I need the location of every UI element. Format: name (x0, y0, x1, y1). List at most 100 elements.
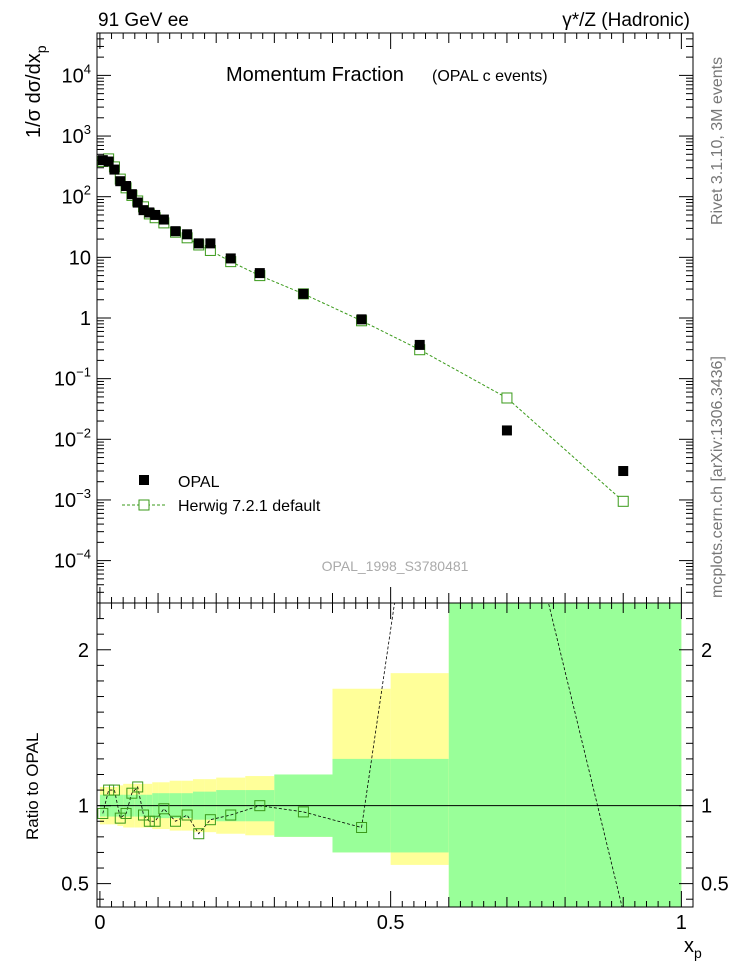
herwig-point (501, 392, 513, 404)
ratio-point (149, 815, 161, 827)
ratio-ytick-label-right: 0.5 (701, 874, 729, 896)
opal-point (205, 238, 216, 249)
opal-point (150, 209, 161, 220)
opal-point (298, 288, 309, 299)
main-plot-layer (97, 153, 629, 507)
main-ytick-label: 102 (62, 183, 91, 209)
main-ytick-label: 10−1 (54, 365, 91, 391)
opal-point (182, 229, 193, 240)
band-inner (565, 603, 682, 907)
opal-point (158, 214, 169, 225)
opal-point (414, 339, 425, 350)
opal-point (225, 253, 236, 264)
ratio-xlabel-text: x (684, 935, 694, 957)
ratio-ylabel: Ratio to OPAL (23, 733, 42, 840)
main-ytick-base: 10 (54, 429, 76, 451)
ratio-series (97, 603, 623, 907)
ratio-point (143, 815, 155, 827)
legend: OPAL Herwig 7.2.1 default (122, 474, 321, 515)
ratio-line (102, 603, 623, 907)
main-ytick-base: 10 (69, 247, 91, 269)
legend-herwig-marker (138, 499, 150, 511)
ratio-xtick-label: 1 (676, 912, 687, 934)
plot-subtitle: (OPAL c events) (432, 68, 548, 85)
opal-point (356, 314, 367, 325)
ratio-ytick-label-right: 1 (701, 796, 712, 818)
legend-herwig-label: Herwig 7.2.1 default (178, 498, 321, 515)
main-ytick-label: 10−2 (54, 425, 91, 451)
herwig-point (617, 495, 629, 507)
main-ylabel-sub: p (33, 45, 49, 53)
main-ytick-base: 10 (54, 551, 76, 573)
opal-point (132, 197, 143, 208)
ratio-point (181, 809, 193, 821)
main-ytick-exp: −2 (76, 425, 91, 440)
ratio-xlabel: xp (684, 935, 702, 961)
header-right: γ*/Z (Hadronic) (562, 10, 690, 31)
mcplots-label: mcplots.cern.ch [arXiv:1306.3436] (709, 356, 726, 598)
main-ytick-label: 103 (62, 122, 91, 148)
opal-point (103, 156, 114, 167)
ratio-ytick-label: 2 (78, 640, 89, 662)
ratio-point (138, 809, 150, 821)
main-ytick-label: 10 (69, 247, 91, 269)
ratio-point (254, 800, 266, 812)
main-ylabel-text: 1/σ dσ/dx (23, 53, 45, 138)
main-ytick-base: 10 (54, 490, 76, 512)
opal-point (501, 425, 512, 436)
ratio-point (108, 784, 120, 796)
main-ytick-exp: −1 (76, 365, 91, 380)
opal-point (109, 164, 120, 175)
opal-point (254, 268, 265, 279)
header-left: 91 GeV ee (98, 10, 189, 31)
ratio-point (356, 821, 368, 833)
main-ytick-exp: −3 (76, 486, 91, 501)
ratio-point (204, 814, 216, 826)
main-ytick-base: 10 (54, 369, 76, 391)
ratio-uncertainty-bands (99, 603, 682, 907)
ratio-ytick-label-right: 2 (701, 640, 712, 662)
ratio-point (126, 787, 138, 799)
opal-point (193, 238, 204, 249)
opal-point (121, 181, 132, 192)
opal-point (138, 205, 149, 216)
main-ytick-label: 10−4 (54, 547, 91, 573)
ratio-point (132, 781, 144, 793)
main-ytick-label: 104 (62, 61, 91, 87)
opal-point (126, 189, 137, 200)
opal-point (144, 207, 155, 218)
main-ylabel: 1/σ dσ/dxp (23, 45, 49, 138)
rivet-label: Rivet 3.1.10, 3M events (709, 57, 726, 225)
main-ytick-exp: 3 (84, 122, 91, 137)
main-frame (96, 32, 694, 604)
plot-title: Momentum Fraction (226, 64, 404, 86)
ratio-ytick-label: 1 (78, 796, 89, 818)
ratio-xtick-label: 0.5 (377, 912, 405, 934)
opal-point (170, 226, 181, 237)
ratio-xlabel-sub: p (694, 945, 702, 961)
main-ytick-base: 10 (62, 187, 84, 209)
ratio-point (193, 828, 205, 840)
ratio-point (158, 803, 170, 815)
opal-point (115, 176, 126, 187)
main-ytick-base: 10 (62, 65, 84, 87)
main-ytick-label: 10−3 (54, 486, 91, 512)
main-ytick-base: 10 (62, 126, 84, 148)
main-ytick-base: 1 (80, 308, 91, 330)
main-ytick-label: 1 (80, 308, 91, 330)
ratio-plot-layer (97, 603, 693, 907)
analysis-watermark: OPAL_1998_S3780481 (322, 558, 469, 574)
ratio-point (120, 807, 132, 819)
opal-point (618, 466, 629, 477)
ratio-point (225, 809, 237, 821)
main-ytick-exp: −4 (76, 547, 91, 562)
main-ytick-exp: 2 (84, 183, 91, 198)
main-ytick-exp: 4 (84, 61, 91, 76)
legend-opal-marker (139, 475, 149, 485)
ratio-point (297, 806, 309, 818)
band-inner (448, 603, 566, 907)
ratio-frame (96, 602, 694, 908)
ratio-point (169, 815, 181, 827)
